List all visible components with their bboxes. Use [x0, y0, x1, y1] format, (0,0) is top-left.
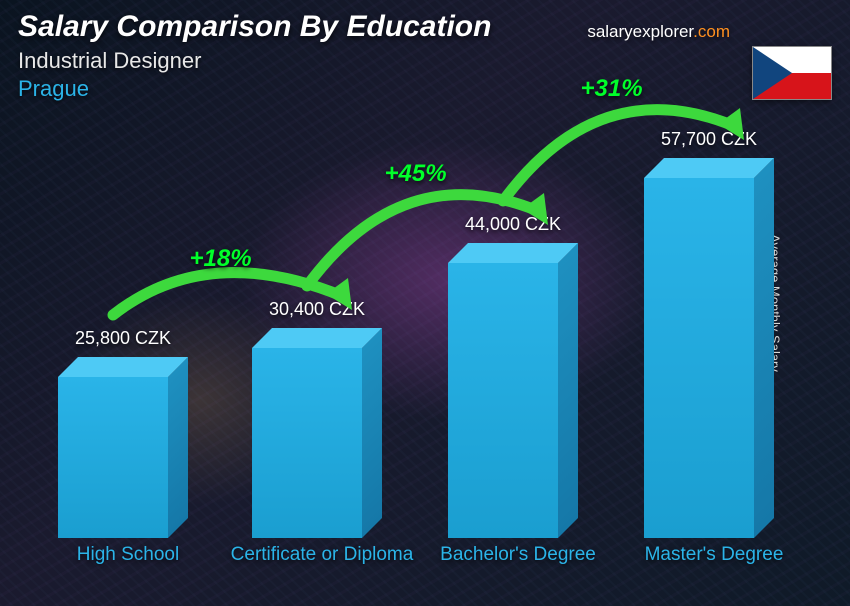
bar-top — [448, 243, 578, 263]
bar-value-label: 57,700 CZK — [619, 129, 799, 150]
bar-category-label: Certificate or Diploma — [227, 544, 417, 566]
brand-tld: .com — [693, 22, 730, 41]
salary-bar-chart: 25,800 CZK High School 30,400 CZK Certifica… — [30, 135, 800, 586]
job-title: Industrial Designer — [18, 48, 832, 74]
bar-category-label: Bachelor's Degree — [423, 544, 613, 566]
bar-value-label: 30,400 CZK — [227, 299, 407, 320]
increase-pct-label: +18% — [190, 245, 252, 273]
bar-value-label: 44,000 CZK — [423, 214, 603, 235]
bar-top — [58, 357, 188, 377]
bar-front — [252, 348, 362, 538]
brand-name: salaryexplorer — [587, 22, 693, 41]
bar-front — [58, 377, 168, 538]
location: Prague — [18, 76, 832, 102]
bar-side — [168, 357, 188, 538]
bar-side — [754, 158, 774, 538]
increase-pct-label: +31% — [581, 75, 643, 103]
brand-watermark: salaryexplorer.com — [587, 22, 730, 42]
flag-czech-icon — [752, 46, 832, 100]
bar-category-label: Master's Degree — [619, 544, 809, 566]
bar-category-label: High School — [33, 544, 223, 566]
bar-front — [448, 263, 558, 538]
bar-value-label: 25,800 CZK — [33, 328, 213, 349]
bar-top — [644, 158, 774, 178]
increase-pct-label: +45% — [385, 160, 447, 188]
bar-side — [558, 243, 578, 538]
bar-top — [252, 328, 382, 348]
bar-front — [644, 178, 754, 538]
bar-side — [362, 328, 382, 538]
